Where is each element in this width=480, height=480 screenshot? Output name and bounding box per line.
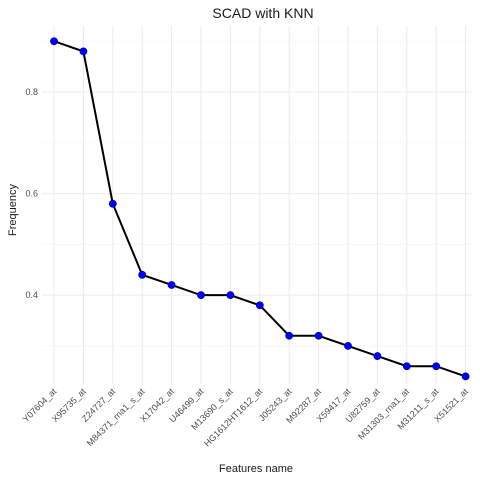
y-tick-label: 0.6: [25, 189, 38, 199]
data-point: [226, 291, 235, 300]
data-point: [402, 362, 411, 371]
chart-title: SCAD with KNN: [212, 5, 313, 21]
data-point: [373, 352, 382, 360]
data-point: [138, 270, 147, 279]
x-axis-title: Features name: [219, 463, 293, 475]
x-tick-label: HG1612HT1612_at: [202, 386, 265, 449]
y-tick-label: 0.8: [25, 87, 38, 97]
grid: [42, 26, 472, 384]
data-point: [344, 342, 352, 350]
data-point: [108, 199, 117, 208]
data-points: [50, 37, 470, 381]
y-tick-label: 0.4: [25, 290, 38, 300]
data-point: [79, 47, 88, 56]
y-axis-title: Frequency: [7, 184, 19, 236]
data-point: [50, 37, 58, 46]
data-point: [432, 362, 441, 371]
x-tick-label: M31303_rna1_at: [356, 386, 412, 442]
data-point: [255, 301, 264, 310]
data-point: [461, 372, 470, 381]
x-axis-ticks: Y07604_atX95735_atZ24727_atM84371_rna1_s…: [21, 386, 471, 449]
data-point: [197, 291, 205, 300]
data-point: [314, 331, 323, 340]
y-axis-ticks: 0.4 0.6 0.8: [25, 87, 38, 300]
data-point: [167, 281, 176, 289]
data-point: [285, 331, 294, 340]
